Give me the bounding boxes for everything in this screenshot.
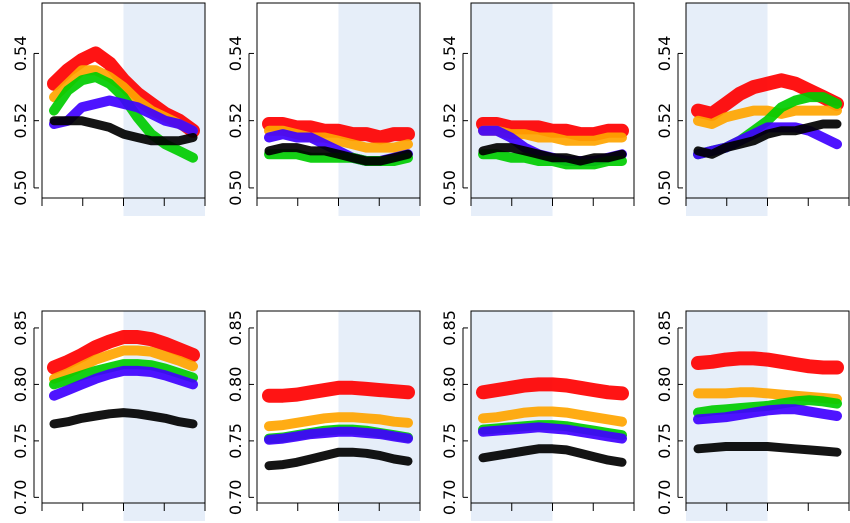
shaded-region [338, 3, 420, 216]
y-tick-label: 0.54 [226, 36, 245, 72]
y-tick-label: 0.80 [226, 367, 245, 403]
y-tick-label: 0.52 [440, 103, 459, 139]
y-tick-label: 0.52 [655, 103, 674, 139]
y-tick-label: 0.75 [11, 423, 30, 459]
series-line-blue [693, 404, 842, 425]
y-tick-label: 0.54 [11, 36, 30, 72]
y-tick-label: 0.52 [11, 103, 30, 139]
y-tick-label: 0.85 [226, 310, 245, 346]
series-line-blue [478, 422, 627, 444]
series-line-black [478, 444, 627, 467]
series-line-red [476, 377, 629, 401]
series-line-red [47, 330, 200, 375]
panel-bottom-3: 0.70 0.75 0.80 0.85 [440, 310, 635, 521]
series-line-black [49, 116, 198, 146]
y-tick-label: 0.70 [440, 480, 459, 516]
panel-top-3: 0.50 0.52 0.54 [440, 2, 635, 216]
panel-bottom-1: 0.70 0.75 0.80 0.85 [11, 310, 206, 521]
panel-bottom-2: 0.70 0.75 0.80 0.85 [226, 310, 421, 521]
series-line-orange [49, 345, 198, 384]
series-line-black [49, 408, 198, 429]
series-line-green [49, 72, 198, 163]
y-tick-label: 0.54 [655, 36, 674, 72]
y-tick-label: 0.85 [440, 310, 459, 346]
y-tick-label: 0.70 [226, 480, 245, 516]
y-tick-label: 0.70 [11, 480, 30, 516]
series-line-red [476, 117, 629, 142]
y-tick-label: 0.85 [11, 310, 30, 346]
y-tick-label: 0.70 [655, 480, 674, 516]
series-line-orange [693, 105, 842, 129]
panel-top-1: 0.50 0.52 0.54 [11, 2, 206, 216]
series-line-red [262, 380, 415, 403]
y-tick-label: 0.54 [440, 36, 459, 72]
series-line-blue [49, 95, 198, 136]
series-line-black [693, 119, 842, 159]
y-tick-label: 0.80 [11, 367, 30, 403]
shaded-region [471, 3, 553, 216]
series-line-red [691, 351, 844, 375]
panel-top-4: 0.50 0.52 0.54 [655, 2, 850, 216]
series-line-red [262, 117, 415, 145]
y-tick-label: 0.75 [440, 423, 459, 459]
series-line-blue [49, 365, 198, 401]
series-line-green [49, 359, 198, 390]
y-tick-label: 0.80 [655, 367, 674, 403]
y-tick-label: 0.50 [226, 170, 245, 206]
series-line-orange [264, 412, 413, 432]
panel-top-2: 0.50 0.52 0.54 [226, 2, 421, 216]
y-tick-label: 0.50 [11, 170, 30, 206]
y-tick-label: 0.75 [226, 423, 245, 459]
series-line-black [693, 442, 842, 457]
y-tick-label: 0.50 [655, 170, 674, 206]
y-tick-label: 0.75 [655, 423, 674, 459]
y-tick-label: 0.85 [655, 310, 674, 346]
series-line-orange [478, 406, 627, 427]
series-line-black [264, 143, 413, 166]
y-tick-label: 0.80 [440, 367, 459, 403]
y-tick-label: 0.50 [440, 170, 459, 206]
panel-bottom-4: 0.70 0.75 0.80 0.85 [655, 310, 850, 521]
series-line-blue [264, 426, 413, 445]
series-line-black [478, 143, 627, 166]
y-tick-label: 0.52 [226, 103, 245, 139]
series-line-black [264, 447, 413, 471]
